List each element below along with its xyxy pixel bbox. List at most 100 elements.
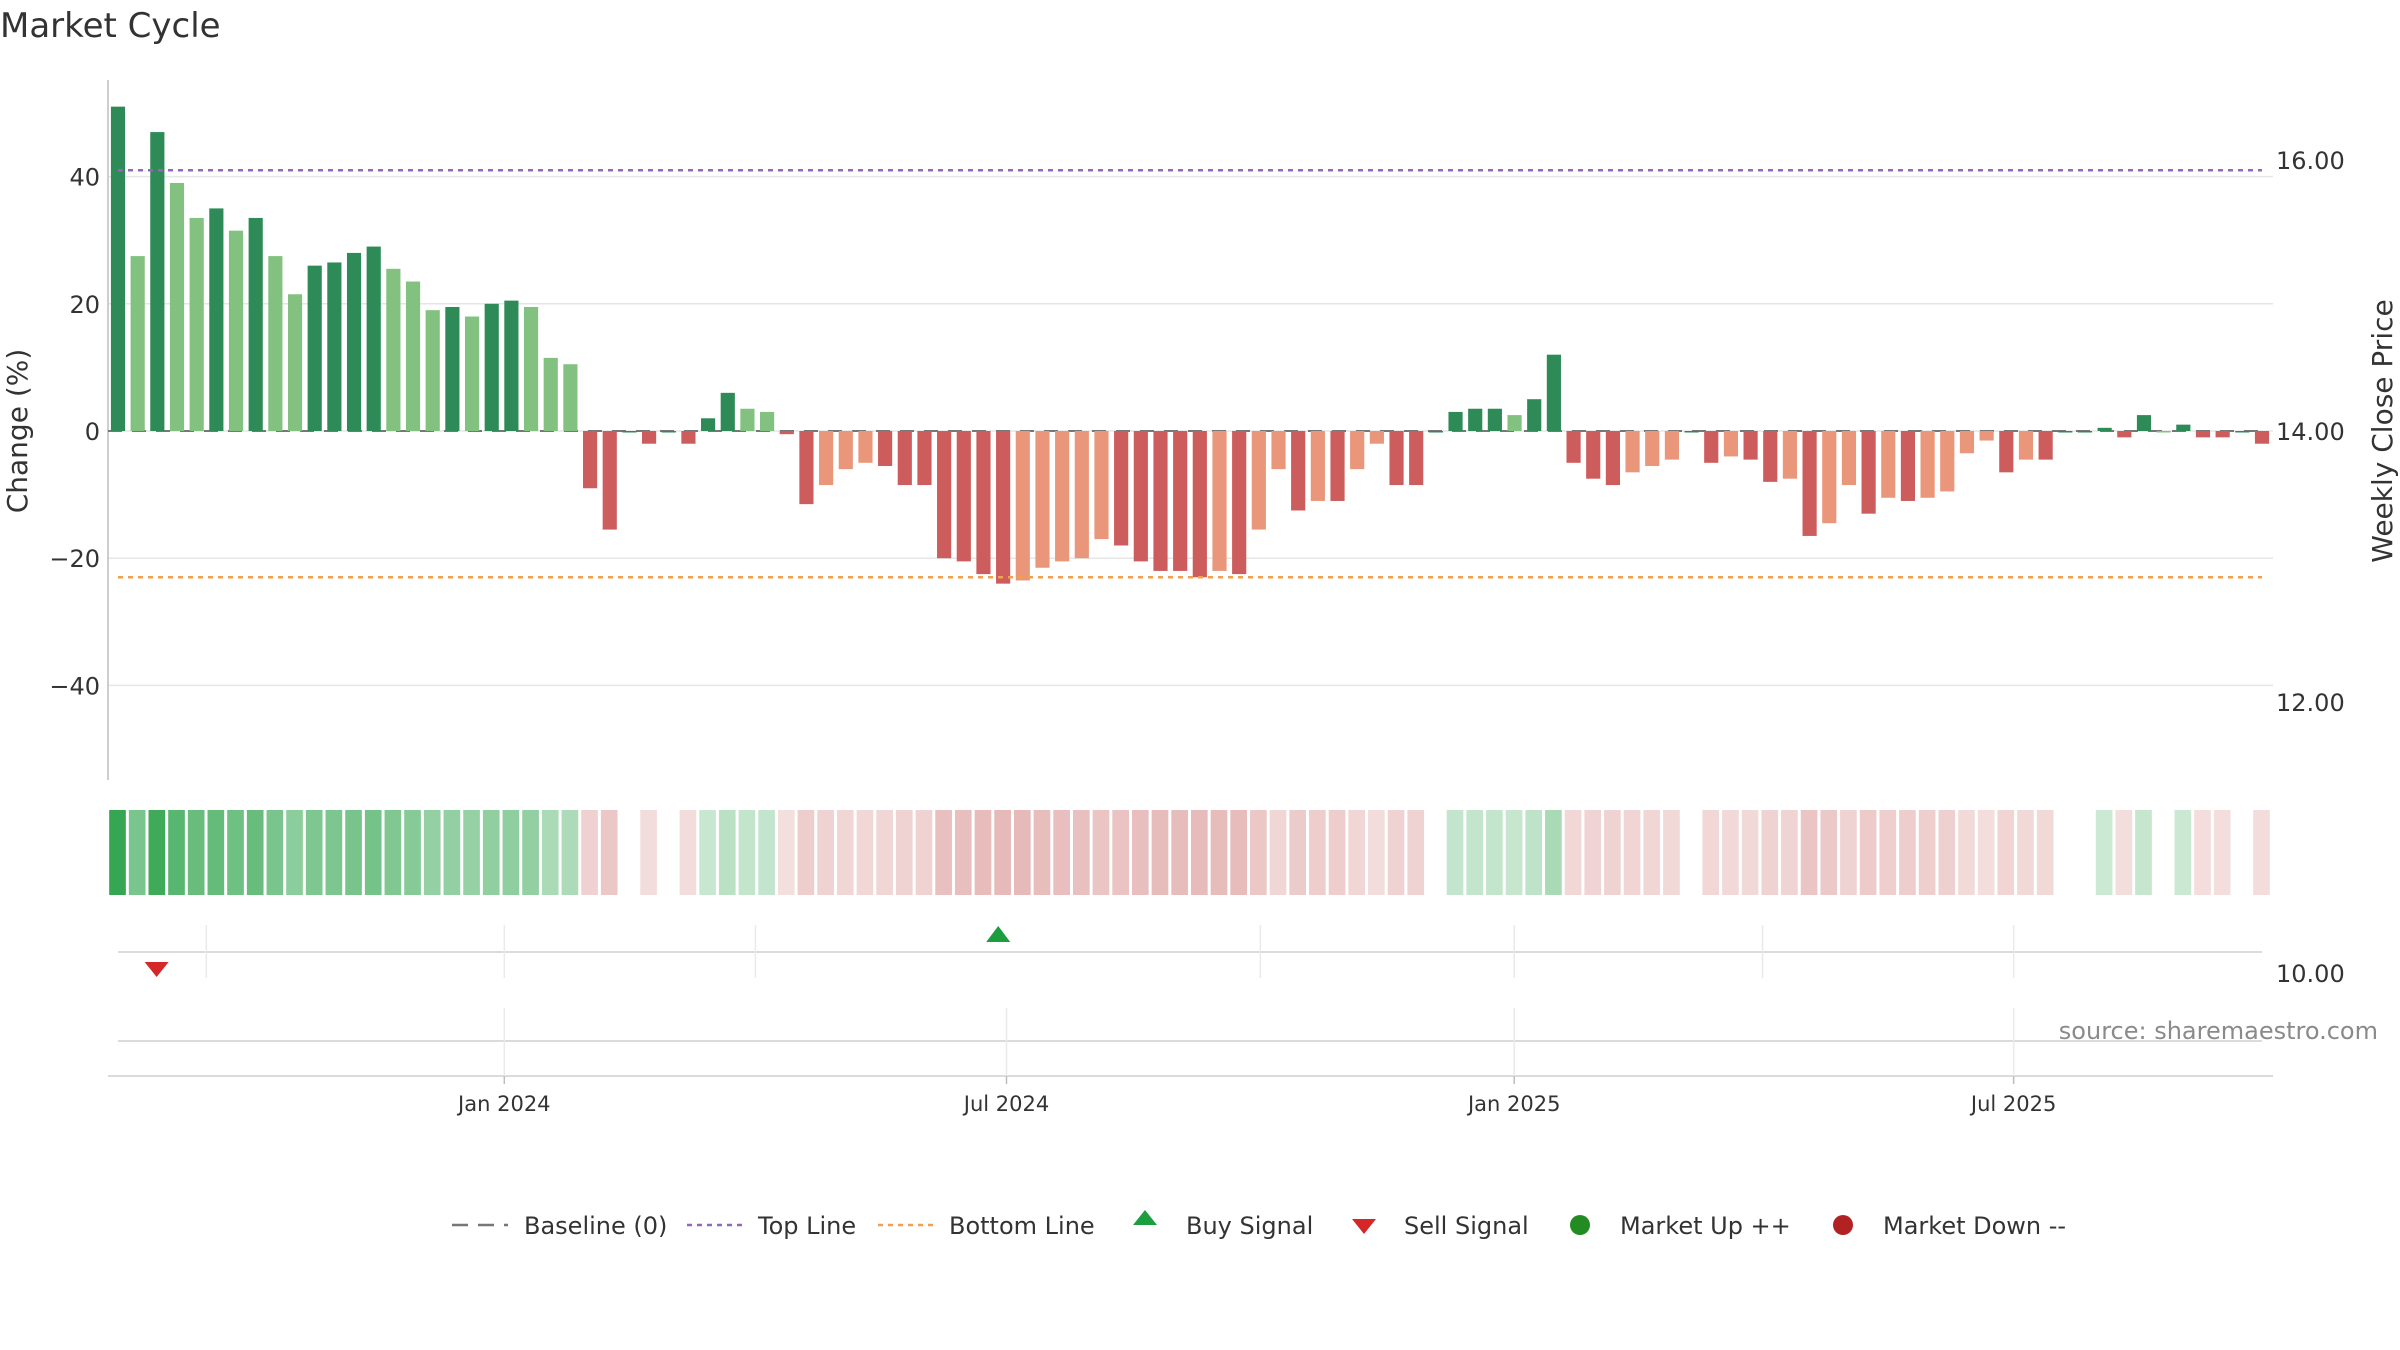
heat-cell xyxy=(954,810,972,895)
bar xyxy=(1546,354,1561,431)
heat-cell xyxy=(1958,810,1975,895)
legend-sell-signal-label: Sell Signal xyxy=(1404,1212,1529,1240)
bar xyxy=(1212,431,1227,571)
bar xyxy=(287,294,303,431)
bar xyxy=(642,431,657,444)
bar xyxy=(917,431,932,486)
heat-cell xyxy=(246,810,264,895)
heat-cell xyxy=(1092,810,1110,895)
bar xyxy=(346,252,362,431)
bar xyxy=(720,392,735,431)
bar xyxy=(1251,431,1266,530)
bar xyxy=(779,431,794,435)
bar xyxy=(484,303,499,431)
bar xyxy=(2097,427,2112,431)
bar xyxy=(327,262,342,431)
bar xyxy=(897,431,912,486)
bar xyxy=(838,431,853,470)
heat-cell xyxy=(187,810,205,895)
heat-cell xyxy=(2253,810,2270,895)
bar xyxy=(937,431,952,559)
bar xyxy=(1153,431,1168,571)
bar xyxy=(445,306,460,431)
bar xyxy=(1782,431,1798,479)
bar xyxy=(1900,431,1916,501)
bar xyxy=(169,182,185,431)
heat-cell xyxy=(1486,810,1503,895)
bar xyxy=(819,431,834,486)
bar xyxy=(1330,431,1345,501)
bar xyxy=(2176,424,2191,431)
bar xyxy=(2077,431,2093,433)
heat-cell xyxy=(876,810,893,895)
heat-cell xyxy=(2233,810,2250,895)
heat-cell xyxy=(325,810,343,895)
heat-cell xyxy=(286,810,303,895)
bar xyxy=(405,281,421,431)
heat-cell xyxy=(305,810,323,895)
bar xyxy=(1723,431,1738,457)
bar xyxy=(2058,431,2073,433)
heat-cell xyxy=(1859,810,1877,895)
heat-cell xyxy=(2036,810,2054,895)
heat-cell xyxy=(1053,810,1070,895)
heat-cell xyxy=(1741,810,1759,895)
heat-cell xyxy=(266,810,284,895)
y2-tick-label: 16.00 xyxy=(2276,147,2345,175)
bar xyxy=(661,431,676,433)
heat-cell xyxy=(1820,810,1838,895)
y-tick-label: 20 xyxy=(69,291,100,319)
bar xyxy=(1094,431,1109,540)
bar xyxy=(504,300,519,431)
bar xyxy=(1389,431,1404,486)
heat-cell xyxy=(1623,810,1641,895)
heat-cell xyxy=(168,810,185,895)
source-label: source: sharemaestro.com xyxy=(2059,1017,2378,1045)
bar xyxy=(1605,431,1620,486)
bar xyxy=(1369,431,1384,444)
chart-title: Market Cycle xyxy=(0,6,221,46)
heat-cell xyxy=(1368,810,1385,895)
bar xyxy=(1133,431,1148,562)
bar xyxy=(1959,431,1975,454)
heat-cell xyxy=(2213,810,2231,895)
y-axis-title: Change (%) xyxy=(1,349,34,514)
bar xyxy=(2038,431,2053,460)
heat-cell xyxy=(1722,810,1739,895)
heat-cell xyxy=(148,810,166,895)
bar xyxy=(681,431,696,444)
bar xyxy=(1999,431,2014,473)
heat-cell xyxy=(2095,810,2113,895)
heat-cell xyxy=(1977,810,1995,895)
bar xyxy=(523,306,539,431)
heat-cell xyxy=(1033,810,1051,895)
heat-cell xyxy=(1446,810,1464,895)
heat-cell xyxy=(581,810,598,895)
bar xyxy=(1035,431,1050,568)
heat-cell xyxy=(856,810,874,895)
y-tick-label: 0 xyxy=(85,418,100,446)
bar xyxy=(1586,431,1601,479)
heat-cell xyxy=(2076,810,2093,895)
heat-cell xyxy=(1663,810,1680,895)
bar xyxy=(858,431,873,463)
heat-cell xyxy=(1564,810,1582,895)
bar xyxy=(268,256,283,431)
bar xyxy=(1487,408,1502,431)
heat-cell xyxy=(1112,810,1129,895)
bar xyxy=(1881,431,1896,498)
bar xyxy=(1566,431,1581,463)
heat-cell xyxy=(1879,810,1897,895)
bar xyxy=(1409,431,1424,486)
heat-cell xyxy=(758,810,775,895)
bar xyxy=(1841,431,1857,486)
heat-cell xyxy=(1604,810,1621,895)
bar xyxy=(130,256,145,431)
bar xyxy=(1763,431,1778,482)
heat-cell xyxy=(2135,810,2152,895)
heat-cell xyxy=(522,810,539,895)
x-tick-label: Jul 2024 xyxy=(962,1092,1049,1116)
bar xyxy=(1350,431,1365,470)
heat-cell xyxy=(1505,810,1523,895)
